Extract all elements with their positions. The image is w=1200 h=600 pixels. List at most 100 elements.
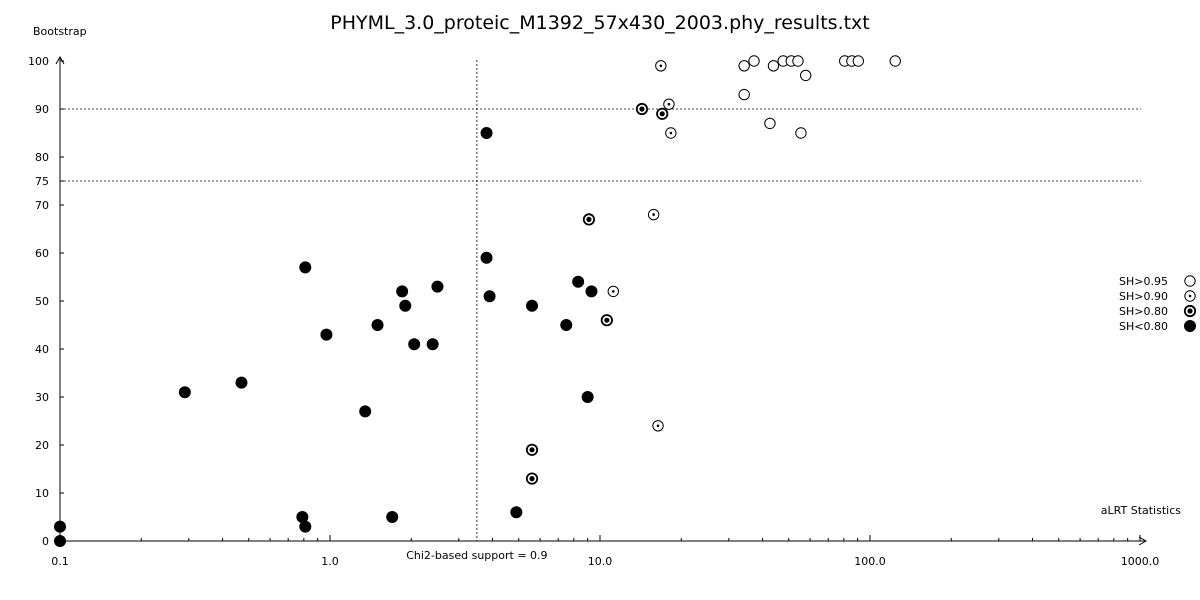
y-tick-label: 10 (35, 487, 49, 500)
marker-dot (604, 317, 610, 323)
series-4 (54, 127, 598, 547)
marker-fill (299, 261, 312, 274)
data-point (431, 280, 444, 293)
chi2-support-label: Chi2-based support = 0.9 (406, 549, 547, 562)
y-tick-label: 20 (35, 439, 49, 452)
data-point (299, 261, 312, 274)
data-point (396, 285, 409, 298)
marker-dot (667, 102, 671, 106)
marker-fill (560, 319, 573, 331)
x-tick-label: 10.0 (588, 555, 613, 568)
data-point (426, 338, 439, 351)
marker-fill (386, 511, 399, 523)
data-point (585, 285, 598, 298)
marker-fill (480, 251, 493, 264)
data-point (510, 506, 523, 519)
marker-ring (795, 127, 807, 139)
y-tick-label: 100 (28, 55, 49, 68)
marker-fill (359, 405, 372, 418)
marker-dot (586, 216, 592, 222)
marker-dot (1187, 308, 1193, 314)
data-point (525, 472, 539, 485)
data-point (581, 391, 594, 403)
marker-fill (54, 520, 66, 533)
data-point (607, 285, 619, 298)
marker-fill (480, 127, 493, 139)
data-point (767, 60, 780, 72)
marker-dot (639, 106, 645, 112)
marker-fill (572, 275, 585, 288)
marker-ring (1184, 275, 1196, 287)
marker-ring (800, 69, 812, 82)
data-point (889, 55, 901, 67)
data-point (235, 376, 248, 389)
marker-fill (510, 506, 523, 519)
marker-dot (669, 131, 673, 135)
marker-dot (656, 424, 660, 428)
x-tick-label: 1000.0 (1121, 555, 1160, 568)
marker-dot (1188, 294, 1192, 298)
legend-marker (1184, 290, 1196, 302)
y-tick-label: 50 (35, 295, 49, 308)
marker-ring (767, 60, 780, 72)
data-point (738, 60, 750, 72)
data-point (635, 102, 649, 116)
legend-label: SH>0.80 (1119, 305, 1168, 318)
data-point (371, 319, 384, 331)
marker-ring (852, 55, 864, 67)
marker-fill (431, 280, 444, 293)
y-axis-title: Bootstrap (33, 25, 87, 38)
data-point (320, 328, 333, 341)
marker-ring (889, 55, 901, 67)
marker-fill (1184, 320, 1196, 332)
marker-ring (748, 55, 760, 67)
data-point (525, 443, 539, 456)
y-tick-label: 75 (35, 175, 49, 188)
series-3 (525, 102, 669, 485)
legend-label: SH>0.90 (1119, 290, 1168, 303)
data-point (600, 314, 613, 327)
marker-dot (529, 447, 535, 453)
x-tick-label: 0.1 (51, 555, 69, 568)
data-points (54, 55, 901, 547)
x-tick-label: 100.0 (854, 555, 886, 568)
data-point (399, 299, 412, 312)
marker-ring (764, 117, 776, 130)
marker-ring (738, 60, 750, 72)
marker-ring (792, 55, 804, 67)
marker-ring (738, 88, 750, 101)
legend-marker (1184, 320, 1196, 332)
x-tick-label: 1.0 (321, 555, 339, 568)
marker-fill (371, 319, 384, 331)
marker-dot (659, 111, 665, 117)
data-point (572, 275, 585, 288)
data-point (480, 251, 493, 264)
marker-dot (652, 213, 655, 216)
data-point (526, 299, 539, 312)
legend-label: SH<0.80 (1119, 320, 1168, 333)
y-tick-label: 70 (35, 199, 49, 212)
data-point (386, 511, 399, 523)
marker-fill (483, 290, 496, 303)
marker-fill (408, 338, 421, 351)
marker-fill (526, 299, 539, 312)
series-2 (607, 60, 677, 432)
data-point (663, 98, 675, 110)
data-point (408, 338, 421, 351)
marker-fill (585, 285, 598, 298)
y-axis-arrow (55, 55, 65, 65)
marker-fill (320, 328, 333, 341)
data-point (748, 55, 760, 67)
marker-dot (529, 476, 535, 482)
data-point (647, 208, 660, 221)
data-point (178, 386, 191, 399)
ticks: 0.1 1.0 10.0 100.0 1000.0 0 10 20 30 40 50 60 70 75 80… (28, 55, 1159, 568)
marker-fill (178, 386, 191, 399)
data-point (792, 55, 804, 67)
marker-fill (399, 299, 412, 312)
data-point (480, 127, 493, 139)
data-point (54, 535, 66, 547)
y-tick-label: 60 (35, 247, 49, 260)
data-point (483, 290, 496, 303)
chart-title: PHYML_3.0_proteic_M1392_57x430_2003.phy_… (330, 12, 870, 34)
